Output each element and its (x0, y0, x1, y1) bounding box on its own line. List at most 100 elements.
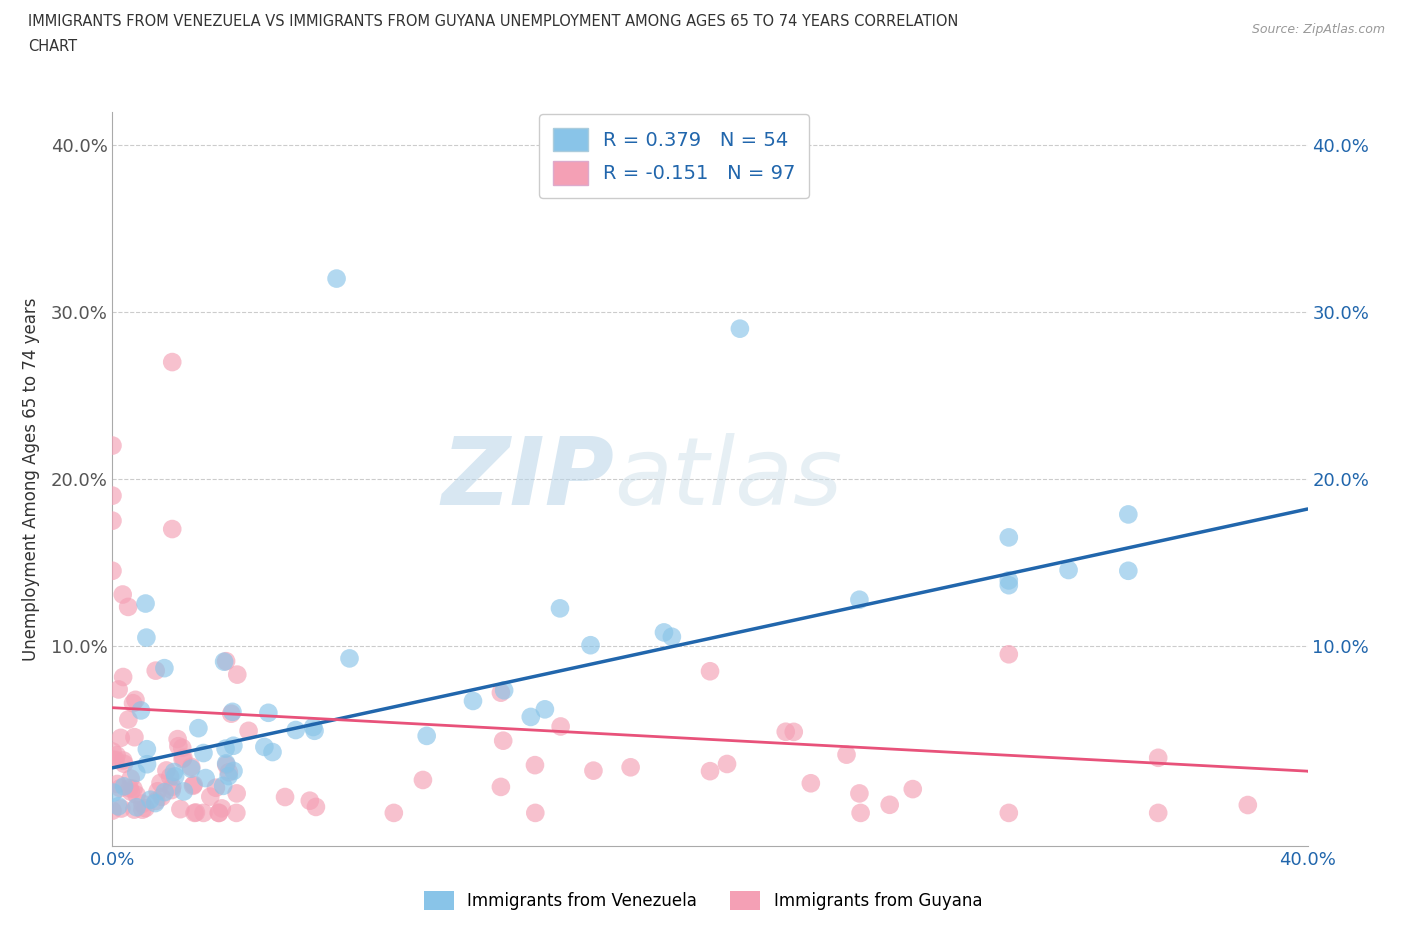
Point (183, 805, 205, 820)
Point (180, 760, 202, 775)
Point (339, 651, 361, 666)
Point (998, 573, 1021, 588)
Point (524, 805, 547, 820)
Point (215, 654, 238, 669)
Point (105, 748, 128, 763)
Point (226, 667, 249, 682)
Point (208, 805, 231, 820)
Point (205, 780, 228, 795)
Point (172, 751, 194, 765)
Point (104, 752, 127, 767)
Point (835, 747, 858, 762)
Point (153, 660, 176, 675)
Point (998, 530, 1021, 545)
Point (167, 738, 190, 753)
Point (183, 777, 205, 792)
Point (214, 741, 236, 756)
Point (218, 768, 240, 783)
Point (131, 796, 153, 811)
Point (200, 790, 222, 804)
Point (215, 756, 238, 771)
Point (212, 654, 235, 669)
Point (117, 600, 139, 615)
Text: ZIP: ZIP (441, 433, 614, 525)
Text: IMMIGRANTS FROM VENEZUELA VS IMMIGRANTS FROM GUYANA UNEMPLOYMENT AMONG AGES 65 T: IMMIGRANTS FROM VENEZUELA VS IMMIGRANTS … (28, 14, 959, 29)
Point (548, 601, 571, 616)
Point (101, 488, 124, 503)
Point (135, 631, 157, 645)
Point (494, 683, 516, 698)
Point (101, 744, 124, 759)
Point (112, 756, 135, 771)
Point (699, 664, 721, 679)
Point (172, 740, 194, 755)
Legend: R = 0.379   N = 54, R = -0.151   N = 97: R = 0.379 N = 54, R = -0.151 N = 97 (538, 114, 810, 198)
Point (101, 438, 124, 453)
Point (166, 732, 188, 747)
Point (1057, 563, 1080, 578)
Point (101, 564, 124, 578)
Point (225, 805, 247, 820)
Point (284, 723, 307, 737)
Text: atlas: atlas (614, 433, 842, 525)
Point (579, 638, 602, 653)
Point (150, 790, 173, 804)
Point (1147, 805, 1170, 820)
Point (163, 764, 186, 779)
Point (253, 739, 276, 754)
Point (162, 354, 183, 369)
Point (238, 724, 260, 738)
Point (125, 788, 148, 803)
Point (215, 757, 238, 772)
Point (173, 784, 195, 799)
Point (412, 773, 434, 788)
Point (849, 805, 872, 820)
Point (222, 764, 245, 778)
Point (221, 704, 243, 719)
Point (325, 272, 347, 286)
Point (120, 771, 142, 786)
Point (998, 578, 1021, 592)
Point (620, 760, 643, 775)
Point (162, 522, 183, 537)
Point (135, 596, 157, 611)
Point (160, 783, 183, 798)
Point (222, 738, 245, 753)
Text: Source: ZipAtlas.com: Source: ZipAtlas.com (1251, 23, 1385, 36)
Point (523, 758, 546, 773)
Point (134, 801, 156, 816)
Point (129, 703, 152, 718)
Point (187, 721, 209, 736)
Point (112, 779, 135, 794)
Point (107, 682, 129, 697)
Point (145, 793, 167, 808)
Point (124, 730, 146, 745)
Point (155, 763, 177, 777)
Point (1118, 564, 1140, 578)
Point (211, 801, 233, 816)
Point (125, 765, 148, 780)
Point (136, 757, 159, 772)
Point (193, 746, 215, 761)
Point (135, 742, 157, 757)
Point (520, 710, 543, 724)
Point (122, 696, 145, 711)
Point (225, 786, 247, 801)
Point (461, 694, 484, 709)
Point (1118, 507, 1140, 522)
Point (181, 778, 204, 793)
Point (998, 647, 1021, 662)
Point (998, 805, 1021, 820)
Point (124, 693, 146, 708)
Point (534, 702, 557, 717)
Point (149, 776, 172, 790)
Point (122, 803, 145, 817)
Legend: Immigrants from Venezuela, Immigrants from Guyana: Immigrants from Venezuela, Immigrants fr… (418, 884, 988, 917)
Point (848, 592, 870, 607)
Point (492, 733, 515, 748)
Point (101, 513, 124, 528)
Y-axis label: Unemployment Among Ages 65 to 74 years: Unemployment Among Ages 65 to 74 years (21, 298, 39, 660)
Point (274, 790, 297, 804)
Point (180, 762, 202, 777)
Point (143, 796, 166, 811)
